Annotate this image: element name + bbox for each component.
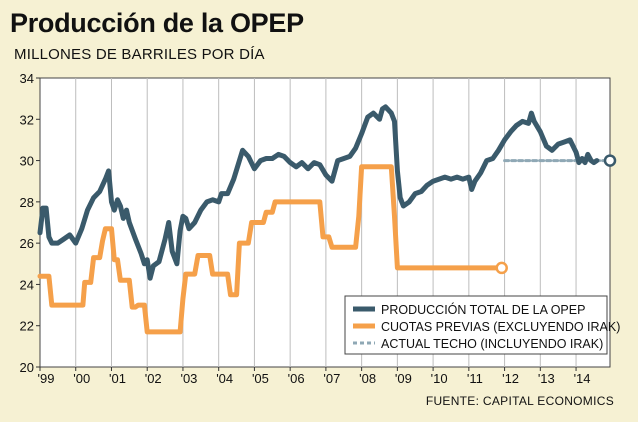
x-tick-label: '11 xyxy=(467,371,483,386)
chart-title: Producción de la OPEP xyxy=(10,8,304,38)
series-line-0 xyxy=(37,104,600,281)
x-tick-label: '04 xyxy=(216,371,233,386)
x-tick-label: '99 xyxy=(38,371,55,386)
x-tick-label: '06 xyxy=(288,371,305,386)
x-tick-label: '07 xyxy=(323,371,340,386)
x-tick-label: '00 xyxy=(73,371,90,386)
x-tick-label: '03 xyxy=(180,371,197,386)
series-line-1 xyxy=(37,164,505,335)
y-tick-label: 34 xyxy=(20,71,34,86)
y-tick-label: 32 xyxy=(20,112,34,127)
legend-box xyxy=(344,295,608,355)
x-tick-label: '10 xyxy=(431,371,448,386)
x-tick-label: '14 xyxy=(574,371,591,386)
x-tick-label: '09 xyxy=(395,371,412,386)
y-tick-label: 24 xyxy=(20,277,34,292)
series-end-marker-1 xyxy=(495,261,508,275)
legend-label: CUOTAS PREVIAS (EXCLUYENDO IRAK) xyxy=(381,320,620,334)
y-tick-label: 26 xyxy=(20,236,34,251)
legend-label: ACTUAL TECHO (INCLUYENDO IRAK) xyxy=(381,337,603,351)
y-tick-label: 20 xyxy=(20,360,34,375)
x-tick-label: '02 xyxy=(145,371,162,386)
y-tick-label: 22 xyxy=(20,319,34,334)
y-tick-label: 28 xyxy=(20,195,34,210)
series-end-marker-2 xyxy=(603,154,617,167)
y-tick-label: 30 xyxy=(20,154,34,169)
x-tick-label: '13 xyxy=(538,371,555,386)
x-tick-label: '01 xyxy=(109,371,126,386)
x-tick-label: '05 xyxy=(252,371,269,386)
x-tick-label: '12 xyxy=(502,371,519,386)
x-tick-label: '08 xyxy=(359,371,376,386)
source-note: FUENTE: CAPITAL ECONOMICS xyxy=(425,394,614,408)
chart-subtitle: MILLONES DE BARRILES POR DÍA xyxy=(14,46,265,63)
legend-label: PRODUCCIÓN TOTAL DE LA OPEP xyxy=(381,302,585,317)
